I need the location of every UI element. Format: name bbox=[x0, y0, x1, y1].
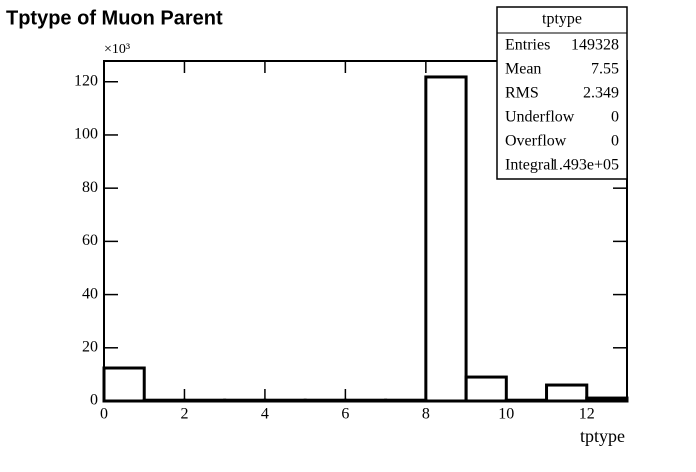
stats-title: tptype bbox=[542, 11, 582, 28]
bar bbox=[303, 398, 347, 403]
stats-value: 2.349 bbox=[583, 85, 619, 102]
x-tick-label: 10 bbox=[498, 406, 514, 423]
bar bbox=[343, 398, 388, 403]
bar bbox=[384, 398, 428, 403]
bar bbox=[182, 398, 227, 403]
stats-label: RMS bbox=[505, 85, 539, 102]
y-multiplier: ×10³ bbox=[104, 42, 130, 57]
bar bbox=[142, 398, 186, 403]
x-tick-label: 8 bbox=[422, 406, 430, 423]
stats-value: 0 bbox=[611, 109, 619, 126]
x-tick-label: 6 bbox=[341, 406, 349, 423]
x-axis-label: tptype bbox=[580, 426, 625, 446]
bar bbox=[263, 398, 307, 403]
y-tick-label: 40 bbox=[82, 285, 98, 302]
y-tick-label: 0 bbox=[90, 392, 98, 409]
stats-label: Overflow bbox=[505, 133, 567, 150]
stats-value: 1.493e+05 bbox=[551, 157, 619, 174]
stats-label: Mean bbox=[505, 61, 541, 78]
y-tick-label: 20 bbox=[82, 338, 98, 355]
x-tick-label: 12 bbox=[579, 406, 595, 423]
bar bbox=[545, 383, 589, 403]
stats-box bbox=[496, 6, 628, 180]
chart-title: Tptype of Muon Parent bbox=[6, 7, 223, 29]
y-tick-label: 60 bbox=[82, 232, 98, 249]
bar bbox=[102, 366, 146, 403]
x-tick-label: 0 bbox=[100, 406, 108, 423]
stats-value: 7.55 bbox=[591, 61, 619, 78]
bar bbox=[464, 375, 508, 403]
bar bbox=[223, 398, 267, 403]
bar bbox=[504, 398, 549, 403]
stats-label: Underflow bbox=[505, 109, 575, 126]
stats-value: 0 bbox=[611, 133, 619, 150]
y-tick-label: 120 bbox=[74, 72, 98, 89]
bar bbox=[424, 75, 468, 403]
x-tick-label: 2 bbox=[180, 406, 188, 423]
x-tick-label: 4 bbox=[261, 406, 269, 423]
y-tick-label: 80 bbox=[82, 179, 98, 196]
bar bbox=[585, 396, 629, 403]
y-tick-label: 100 bbox=[74, 126, 98, 143]
stats-value: 149328 bbox=[571, 37, 619, 54]
stats-label: Integral bbox=[505, 157, 555, 174]
stats-label: Entries bbox=[505, 37, 550, 54]
